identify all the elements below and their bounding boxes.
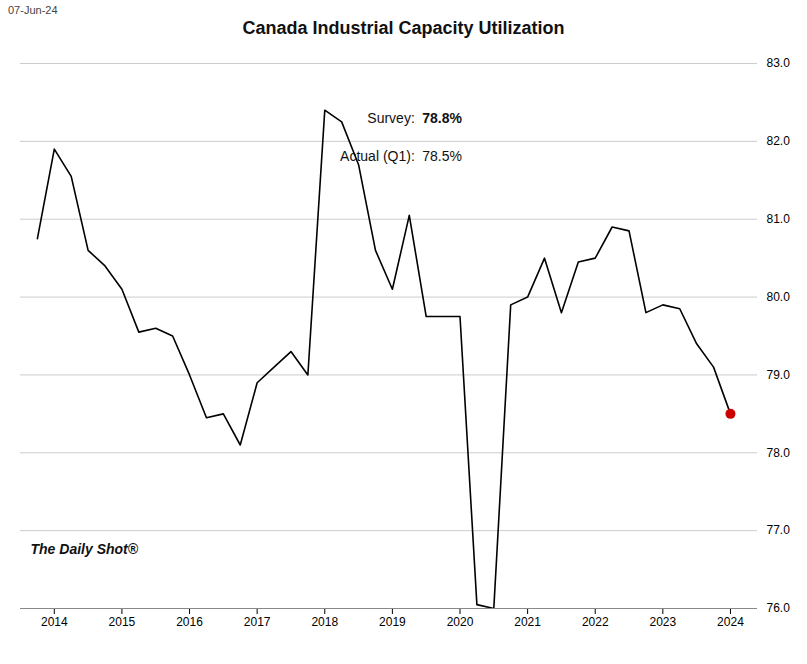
svg-text:78.5%: 78.5% — [422, 148, 462, 164]
svg-text:2020: 2020 — [447, 615, 474, 629]
svg-text:77.0: 77.0 — [767, 523, 791, 537]
svg-text:2023: 2023 — [649, 615, 676, 629]
svg-text:78.0: 78.0 — [767, 446, 791, 460]
svg-text:Actual (Q1):: Actual (Q1): — [340, 148, 415, 164]
svg-text:2014: 2014 — [41, 615, 68, 629]
html-text:Canada Industrial Capacity Uti: Canada Industrial Capacity Utilization — [242, 18, 565, 38]
svg-text:Survey:: Survey: — [367, 109, 414, 125]
svg-text:2019: 2019 — [379, 615, 406, 629]
svg-text:2021: 2021 — [514, 615, 541, 629]
svg-text:2024: 2024 — [717, 615, 744, 629]
svg-text:79.0: 79.0 — [767, 368, 791, 382]
svg-text:2015: 2015 — [109, 615, 136, 629]
svg-text:81.0: 81.0 — [767, 212, 791, 226]
svg-text:76.0: 76.0 — [767, 601, 791, 615]
svg-text:82.0: 82.0 — [767, 134, 791, 148]
svg-text:2017: 2017 — [244, 615, 271, 629]
svg-text:2018: 2018 — [311, 615, 338, 629]
html-text:07-Jun-24: 07-Jun-24 — [8, 4, 58, 16]
svg-text:2022: 2022 — [582, 615, 609, 629]
svg-text:The Daily Shot®: The Daily Shot® — [31, 541, 139, 557]
svg-text:2016: 2016 — [176, 615, 203, 629]
svg-text:78.8%: 78.8% — [422, 109, 462, 125]
svg-text:80.0: 80.0 — [767, 290, 791, 304]
svg-text:83.0: 83.0 — [767, 56, 791, 70]
